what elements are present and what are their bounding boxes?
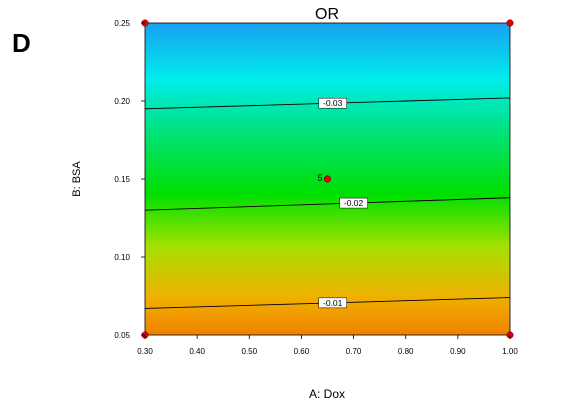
contour-label-box: [318, 297, 347, 309]
x-tick-label: 0.90: [450, 347, 466, 356]
x-tick-label: 0.40: [189, 347, 205, 356]
y-tick-label: 0.25: [114, 19, 130, 28]
y-tick-label: 0.20: [114, 97, 130, 106]
contour-label: -0.01: [323, 298, 343, 308]
x-tick-label: 0.70: [346, 347, 362, 356]
x-tick-label: 0.60: [294, 347, 310, 356]
contour-label-box: [318, 97, 347, 109]
contour-lines: -0.03 -0.02 -0.01: [144, 97, 511, 309]
y-tick-label: 0.05: [114, 331, 130, 340]
x-tick-label: 1.00: [502, 347, 518, 356]
contour-label-box: [339, 197, 368, 209]
y-tick-label: 0.15: [114, 175, 130, 184]
contour-label: -0.03: [323, 98, 343, 108]
y-axis: 0.05 0.10 0.15 0.20 0.25: [114, 19, 145, 340]
x-axis: 0.30 0.40 0.50 0.60 0.70 0.80 0.90 1.00: [137, 335, 518, 356]
x-axis-label: A: Dox: [309, 387, 345, 401]
design-point-label: 5: [317, 173, 322, 183]
y-tick-label: 0.10: [114, 253, 130, 262]
y-axis-label: B: BSA: [71, 161, 83, 197]
contour-label: -0.02: [344, 198, 364, 208]
contour-line: [144, 197, 511, 211]
chart-title: OR: [315, 6, 339, 23]
x-tick-label: 0.50: [241, 347, 257, 356]
x-tick-label: 0.30: [137, 347, 153, 356]
x-tick-label: 0.80: [398, 347, 414, 356]
design-point: [506, 19, 514, 27]
design-point: [323, 175, 332, 183]
panel-label: D: [12, 28, 31, 58]
